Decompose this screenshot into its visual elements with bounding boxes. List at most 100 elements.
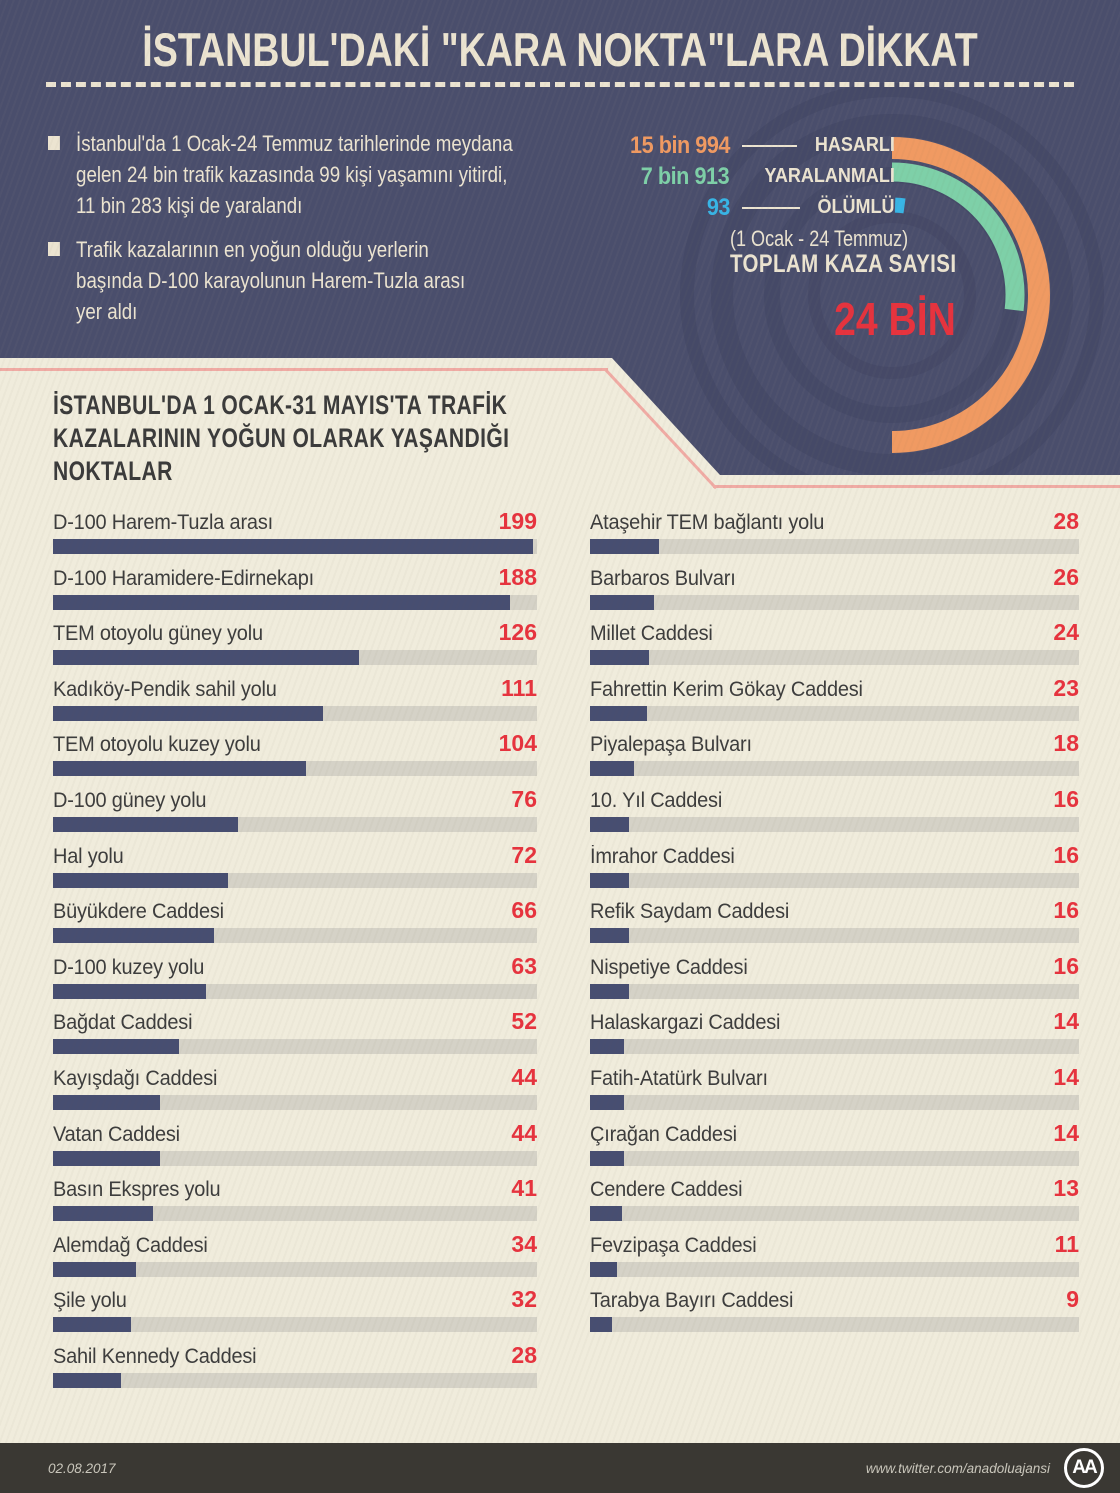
bar-row: Nispetiye Caddesi 16 — [590, 953, 1079, 1009]
bar-track — [53, 872, 537, 888]
bar-track — [590, 983, 1079, 999]
bar-fill — [53, 928, 214, 944]
bar-label: 10. Yıl Caddesi — [590, 788, 723, 812]
bar-value: 188 — [498, 563, 537, 590]
bullet-square-icon — [48, 136, 60, 150]
bar-track — [53, 816, 537, 832]
bar-value: 111 — [501, 674, 537, 701]
bullet-item: Trafik kazalarının en yoğun olduğu yerle… — [48, 234, 558, 327]
aa-logo-text: AA — [1072, 1457, 1097, 1478]
bullet-text-line: başında D-100 karayolunun Harem-Tuzla ar… — [76, 268, 466, 293]
bar-label: Şile yolu — [53, 1289, 127, 1313]
bar-value: 44 — [511, 1063, 537, 1090]
bar-value: 28 — [511, 1341, 537, 1368]
bar-fill — [590, 1094, 625, 1110]
bar-value: 14 — [1053, 1119, 1079, 1146]
bar-label: Vatan Caddesi — [53, 1122, 180, 1146]
footer-date: 02.08.2017 — [48, 1460, 116, 1476]
accent-line-horizontal-left — [0, 368, 608, 371]
bar-row: D-100 güney yolu 76 — [53, 786, 537, 842]
footer-twitter-url: www.twitter.com/anadoluajansi — [865, 1460, 1050, 1476]
bar-track — [53, 594, 537, 610]
header-panel: İSTANBUL'DAKİ "KARA NOKTA"LARA DİKKAT İs… — [0, 0, 1120, 475]
bar-fill — [590, 816, 630, 832]
poster-title: İSTANBUL'DAKİ "KARA NOKTA"LARA DİKKAT — [142, 23, 978, 76]
bar-label: Tarabya Bayırı Caddesi — [590, 1289, 794, 1313]
bar-value: 76 — [511, 785, 537, 812]
bar-value: 14 — [1053, 1008, 1079, 1035]
bar-label: D-100 Harem-Tuzla arası — [53, 511, 273, 534]
bullet-text-line: Trafik kazalarının en yoğun olduğu yerle… — [76, 237, 429, 262]
bar-fill — [590, 705, 647, 721]
bar-value: 66 — [511, 897, 537, 924]
section-heading-line: KAZALARININ YOĞUN OLARAK YAŞANDIĞI — [53, 423, 510, 453]
bar-track — [53, 539, 537, 554]
bar-value: 104 — [498, 730, 537, 757]
bar-track — [590, 816, 1079, 832]
bar-track — [53, 1150, 537, 1166]
bar-value: 52 — [511, 1008, 537, 1035]
bar-value: 16 — [1053, 785, 1079, 812]
bar-value: 23 — [1053, 674, 1079, 701]
bar-row: Alemdağ Caddesi 34 — [53, 1231, 537, 1287]
bar-label: TEM otoyolu kuzey yolu — [53, 733, 261, 757]
bar-label: Barbaros Bulvarı — [590, 566, 736, 590]
bar-label: Fatih-Atatürk Bulvarı — [590, 1066, 768, 1090]
bar-row: D-100 Harem-Tuzla arası 199 — [53, 508, 537, 564]
bullet-text-line: gelen 24 bin trafik kazasında 99 kişi ya… — [76, 162, 508, 187]
bar-label: Millet Caddesi — [590, 622, 713, 646]
bar-fill — [53, 1206, 153, 1222]
donut-arc-yaralanmali — [891, 162, 1025, 312]
bar-fill — [53, 650, 360, 666]
bar-row: Tarabya Bayırı Caddesi 9 — [590, 1286, 1079, 1342]
bar-row: Çırağan Caddesi 14 — [590, 1120, 1079, 1176]
bar-row: TEM otoyolu güney yolu 126 — [53, 619, 537, 675]
bar-row: Hal yolu 72 — [53, 842, 537, 898]
bar-fill — [53, 816, 238, 832]
bar-track — [590, 539, 1079, 554]
bar-fill — [590, 1261, 618, 1277]
legend-value-yaralanmali: 7 bin 913 — [640, 162, 730, 190]
bar-row: Fatih-Atatürk Bulvarı 14 — [590, 1064, 1079, 1120]
bar-fill — [53, 983, 207, 999]
bullet-text-line: yer aldı — [76, 299, 138, 324]
section-heading-line: NOKTALAR — [53, 456, 173, 486]
donut-chart — [680, 83, 1104, 475]
bar-row: Basın Ekspres yolu 41 — [53, 1175, 537, 1231]
legend-label-olumlu: ÖLÜMLÜ — [818, 196, 895, 218]
bar-fill — [590, 1317, 613, 1333]
bar-fill — [590, 983, 630, 999]
bar-fill — [53, 1150, 160, 1166]
bar-row: Fevzipaşa Caddesi 11 — [590, 1231, 1079, 1287]
bar-label: İmrahor Caddesi — [590, 844, 735, 868]
bar-fill — [53, 1372, 122, 1388]
bar-label: D-100 güney yolu — [53, 788, 207, 812]
bar-label: TEM otoyolu güney yolu — [53, 622, 263, 646]
bar-row: Bağdat Caddesi 52 — [53, 1008, 537, 1064]
bullet-item: İstanbul'da 1 Ocak-24 Temmuz tarihlerind… — [48, 128, 558, 221]
bar-row: Sahil Kennedy Caddesi 28 — [53, 1342, 537, 1398]
bar-track — [53, 983, 537, 999]
bar-value: 63 — [511, 952, 537, 979]
bar-label: Halaskargazi Caddesi — [590, 1011, 781, 1035]
bar-value: 9 — [1066, 1286, 1079, 1313]
bar-value: 28 — [1053, 508, 1079, 534]
bar-value: 26 — [1053, 563, 1079, 590]
donut-period-label: (1 Ocak - 24 Temmuz) — [730, 226, 909, 251]
bar-value: 72 — [511, 841, 537, 868]
bar-value: 16 — [1053, 952, 1079, 979]
bar-fill — [590, 1150, 625, 1166]
bar-track — [590, 872, 1079, 888]
donut-arc-olumlu — [894, 197, 906, 214]
bar-label: Kayışdağı Caddesi — [53, 1066, 218, 1090]
donut-arc-hasarli — [891, 137, 1051, 453]
bullet-text-line: İstanbul'da 1 Ocak-24 Temmuz tarihlerind… — [76, 131, 513, 156]
bar-track — [590, 1039, 1079, 1055]
bar-fill — [590, 594, 654, 610]
bar-fill — [53, 1094, 160, 1110]
bar-row: 10. Yıl Caddesi 16 — [590, 786, 1079, 842]
bar-row: Ataşehir TEM bağlantı yolu 28 — [590, 508, 1079, 564]
bar-track — [590, 594, 1079, 610]
accent-line-horizontal-right — [713, 485, 1120, 488]
bar-fill — [53, 872, 229, 888]
